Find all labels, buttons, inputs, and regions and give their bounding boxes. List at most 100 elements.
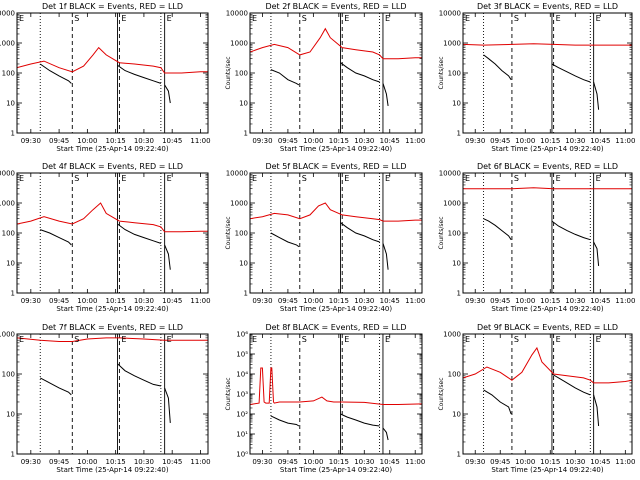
x-axis-label: Start Time (25-Apr-14 09:22:40) [491,305,603,313]
x-tick-label: 10:00 [303,137,323,145]
x-tick-label: 10:00 [515,458,535,466]
x-tick-label: 11:00 [190,458,210,466]
y-tick-label: 10⁵ [236,351,248,359]
y-tick-label: 10000 [226,170,248,178]
marker-label: E [596,14,601,23]
y-tick-label: 1 [11,451,15,459]
x-tick-label: 10:30 [354,297,374,305]
y-tick-label: 1000 [0,40,15,48]
plot-frame [462,12,633,134]
x-tick-label: 10:00 [77,458,97,466]
panel-title: Det 6f BLACK = Events, RED = LLD [477,162,618,171]
marker-label: S [514,174,519,183]
plot-frame [16,333,209,455]
y-axis-label: Counts/sec [225,377,232,410]
lld-series-line [17,46,208,74]
marker-label: E [252,174,257,183]
x-tick-label: 09:45 [49,297,69,305]
marker-label: E [556,335,561,344]
events-series-line [551,220,591,241]
lld-series-line [250,367,422,405]
marker-label: E [344,174,349,183]
x-tick-label: 11:00 [405,297,425,305]
y-tick-label: 100 [2,70,15,78]
x-tick-label: 09:30 [21,137,41,145]
x-tick-label: 11:00 [615,458,635,466]
marker-label: E [19,14,24,23]
events-series-line [551,63,591,83]
y-axis-label: Counts/sec [438,216,445,249]
x-tick-label: 09:30 [465,137,485,145]
events-series-line [593,81,600,110]
panel-4: Det 4f BLACK = Events, RED = LLD 1 10 100 10… [0,162,211,313]
panel-6: Det 6f BLACK = Events, RED = LLD 1 10 100 10… [438,162,635,313]
y-tick-label: 10 [6,100,15,108]
y-tick-label: 100 [448,70,461,78]
marker-label: S [302,14,307,23]
x-tick-label: 10:45 [590,137,610,145]
x-tick-label: 10:15 [329,458,349,466]
events-series-line [382,83,389,106]
events-series-line [40,229,72,246]
x-tick-label: 10:45 [380,137,400,145]
x-axis-label: Start Time (25-Apr-14 09:22:40) [56,466,168,474]
panel-title: Det 4f BLACK = Events, RED = LLD [42,162,183,171]
y-tick-label: 10 [239,100,248,108]
x-tick-label: 10:00 [303,297,323,305]
marker-label: E [252,335,257,344]
marker-label: E [121,335,126,344]
x-tick-label: 09:30 [465,458,485,466]
x-tick-label: 09:45 [278,458,298,466]
y-tick-label: 10000 [439,10,461,18]
events-series-line [270,415,300,427]
x-tick-label: 09:30 [252,137,272,145]
marker-label: E [167,174,172,183]
x-tick-label: 10:15 [106,297,126,305]
x-tick-label: 11:00 [615,137,635,145]
panel-title: Det 8f BLACK = Events, RED = LLD [265,323,406,332]
x-axis-label: Start Time (25-Apr-14 09:22:40) [280,466,392,474]
y-tick-label: 1 [11,130,15,138]
lld-series-line [17,202,208,233]
x-axis-label: Start Time (25-Apr-14 09:22:40) [491,145,603,153]
marker-label: E [556,14,561,23]
x-axis-label: Start Time (25-Apr-14 09:22:40) [56,145,168,153]
marker-label: E [121,174,126,183]
x-tick-label: 09:30 [252,458,272,466]
y-axis-label: Counts/sec [225,56,232,89]
marker-label: E [344,335,349,344]
y-tick-label: 100 [448,230,461,238]
events-series-line [164,84,171,104]
y-tick-label: 100 [448,371,461,379]
marker-label: E [556,174,561,183]
panel-title: Det 5f BLACK = Events, RED = LLD [265,162,406,171]
marker-label: E [167,14,172,23]
events-series-line [593,241,600,266]
events-series-line [593,394,600,427]
events-series-line [164,244,171,270]
marker-label: E [596,174,601,183]
marker-label: S [514,335,519,344]
y-tick-label: 1 [244,130,248,138]
x-tick-label: 10:30 [354,137,374,145]
y-tick-label: 1 [457,290,461,298]
x-tick-label: 10:30 [134,137,154,145]
marker-label: E [385,335,390,344]
y-tick-label: 1000 [0,200,15,208]
y-tick-label: 10 [6,260,15,268]
x-tick-label: 10:15 [329,137,349,145]
marker-label: S [302,335,307,344]
x-tick-label: 09:45 [490,297,510,305]
panel-title: Det 9f BLACK = Events, RED = LLD [477,323,618,332]
x-tick-label: 10:30 [354,458,374,466]
events-series-line [117,363,162,387]
plot-frame [16,172,209,294]
y-tick-label: 10¹ [236,431,248,439]
marker-label: E [465,335,470,344]
events-series-line [164,387,171,423]
plot-frame [249,12,423,134]
x-tick-label: 09:30 [21,297,41,305]
x-tick-label: 10:45 [590,297,610,305]
y-tick-label: 10 [452,411,461,419]
